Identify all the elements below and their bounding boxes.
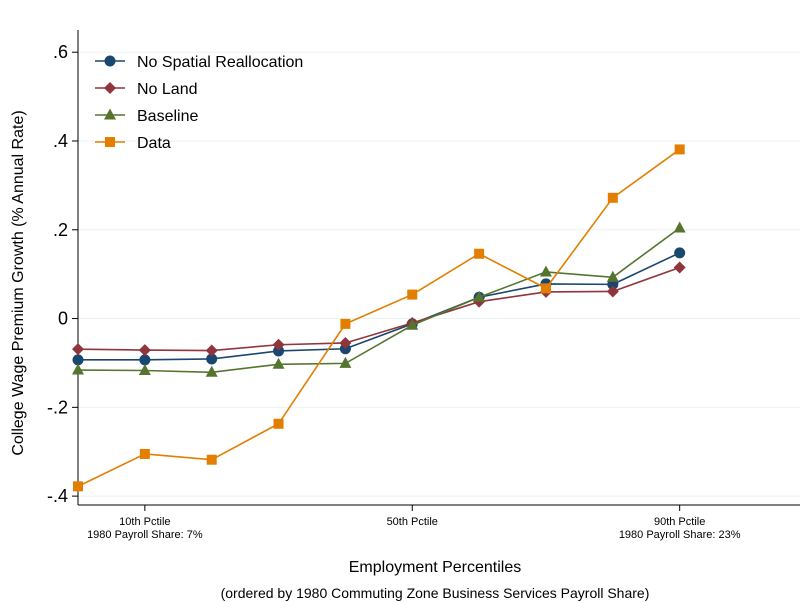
legend-label: Baseline xyxy=(137,108,198,125)
data-point xyxy=(138,363,151,375)
y-tick-label: -.2 xyxy=(47,397,68,417)
data-point xyxy=(138,344,151,357)
data-point xyxy=(273,345,285,357)
data-point xyxy=(272,338,285,351)
legend-item: Data xyxy=(95,135,171,152)
series-baseline xyxy=(72,221,686,377)
data-point xyxy=(72,343,84,356)
y-tick-label: .6 xyxy=(53,42,68,62)
y-tick-label: .2 xyxy=(53,220,68,240)
data-point xyxy=(73,481,83,492)
data-point xyxy=(407,289,418,300)
series-no-spatial-reallocation xyxy=(72,247,686,366)
x-axis-title: Employment Percentiles xyxy=(349,559,522,576)
legend-item: Baseline xyxy=(95,108,198,125)
data-point xyxy=(606,270,619,282)
data-point xyxy=(674,144,685,155)
data-point xyxy=(272,357,285,369)
data-point xyxy=(474,248,485,259)
x-tick-label: 50th Pctile xyxy=(387,516,438,528)
x-tick-label: 90th Pctile xyxy=(654,516,705,528)
data-point xyxy=(205,344,218,357)
gridlines xyxy=(78,51,800,497)
series-line xyxy=(78,252,681,361)
legend-label: Data xyxy=(137,135,171,152)
data-point xyxy=(206,353,218,365)
data-point xyxy=(139,448,150,459)
data-point xyxy=(406,318,419,330)
series-data xyxy=(73,144,685,492)
data-point xyxy=(139,354,151,366)
series-line xyxy=(77,266,680,352)
data-point xyxy=(72,363,84,375)
y-tick-label: .4 xyxy=(53,131,68,151)
legend-marker xyxy=(104,55,116,67)
data-point xyxy=(72,354,84,366)
legend-label: No Spatial Reallocation xyxy=(137,54,303,71)
y-tick-label: -.4 xyxy=(47,486,68,506)
legend: No Spatial Reallocation No Land Baseline Da… xyxy=(95,54,303,152)
data-point xyxy=(673,221,686,233)
data-point xyxy=(205,365,218,377)
data-point xyxy=(473,290,486,302)
data-point xyxy=(339,336,352,349)
series-line xyxy=(77,227,681,374)
data-point xyxy=(673,261,686,274)
series xyxy=(72,144,686,492)
legend-item: No Land xyxy=(95,81,198,98)
legend-item: No Spatial Reallocation xyxy=(95,54,303,71)
data-point xyxy=(540,283,551,294)
legend-label: No Land xyxy=(137,81,198,98)
data-point xyxy=(539,265,552,277)
x-tick-sublabel: 1980 Payroll Share: 7% xyxy=(87,529,203,541)
data-point xyxy=(273,418,284,429)
data-point xyxy=(607,192,618,203)
data-point xyxy=(606,285,619,298)
data-point xyxy=(206,454,217,465)
y-tick-label: 0 xyxy=(58,309,68,329)
data-point xyxy=(674,247,686,259)
legend-marker xyxy=(105,137,115,147)
data-point xyxy=(339,356,352,368)
y-axis-title: College Wage Premium Growth (% Annual Ra… xyxy=(10,110,27,455)
data-point xyxy=(340,318,351,329)
legend-marker xyxy=(104,82,116,94)
chart-subtitle: (ordered by 1980 Commuting Zone Business… xyxy=(221,585,650,601)
legend-marker xyxy=(104,108,116,120)
x-tick-sublabel: 1980 Payroll Share: 23% xyxy=(619,529,741,541)
series-line xyxy=(77,148,681,488)
x-tick-label: 10th Pctile xyxy=(119,516,170,528)
